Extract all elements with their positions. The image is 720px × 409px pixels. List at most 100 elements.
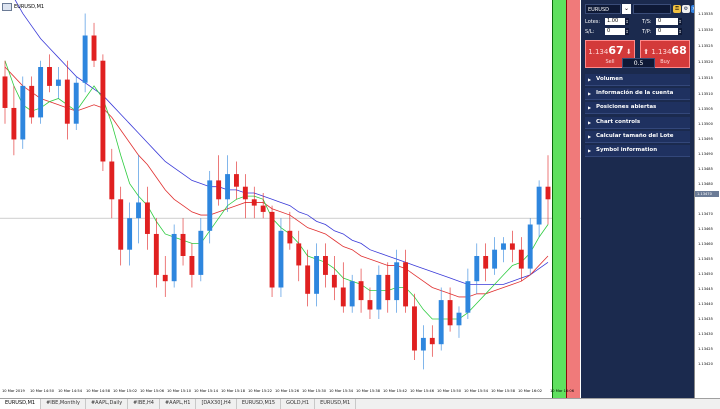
time-tick: 10 Mar 15:58 bbox=[491, 389, 515, 393]
candle bbox=[420, 325, 426, 370]
candle bbox=[349, 274, 355, 313]
time-tick: 10 Mar 15:06 bbox=[140, 389, 164, 393]
chevron-down-icon[interactable]: ⌄ bbox=[622, 4, 631, 14]
symbol-search-field[interactable] bbox=[633, 4, 671, 14]
caret-right-icon: ▶ bbox=[588, 105, 592, 110]
candle bbox=[127, 202, 133, 266]
section-chart-controls[interactable]: ▶ Chart controls bbox=[585, 117, 690, 129]
time-tick: 10 Mar 15:42 bbox=[383, 389, 407, 393]
candle-body bbox=[456, 312, 462, 326]
gear-icon[interactable]: ⚙ bbox=[682, 5, 690, 13]
candle-body bbox=[127, 218, 133, 250]
trailing-stop-stepper[interactable]: ↕ bbox=[678, 18, 682, 25]
candle bbox=[509, 230, 515, 263]
candle-body bbox=[447, 300, 453, 326]
tab-ibe-monthly[interactable]: #IBE,Monthly bbox=[41, 399, 86, 409]
candle-body bbox=[82, 35, 88, 83]
candle-body bbox=[269, 211, 275, 288]
tab-eurusd-m1[interactable]: EURUSD,M1 bbox=[0, 399, 42, 409]
candle-body bbox=[287, 230, 293, 244]
section-account-info[interactable]: ▶ Información de la cuenta bbox=[585, 88, 690, 100]
candle bbox=[64, 60, 70, 140]
candle-body bbox=[73, 82, 79, 124]
price-tick: 1.13460 bbox=[698, 242, 713, 246]
candle-body bbox=[64, 79, 70, 124]
symbol-select[interactable]: EURUSD bbox=[585, 4, 621, 14]
section-symbol-info[interactable]: ▶ Symbol information bbox=[585, 145, 690, 157]
candle-body bbox=[518, 249, 524, 269]
tab-dax30-h4[interactable]: [DAX30],H4 bbox=[196, 399, 237, 409]
section-volumen[interactable]: ▶ Volumen bbox=[585, 74, 690, 86]
candle-body bbox=[305, 265, 311, 294]
candle bbox=[260, 193, 266, 219]
candle bbox=[82, 13, 88, 93]
price-chart[interactable] bbox=[0, 0, 694, 398]
tab-eurusd-m1-2[interactable]: EURUSD,M1 bbox=[315, 399, 357, 409]
candle-body bbox=[11, 107, 17, 140]
candle bbox=[323, 243, 328, 288]
price-tick: 1.13495 bbox=[698, 137, 713, 141]
take-profit-input[interactable]: 0 bbox=[656, 28, 678, 35]
chart-tabs: EURUSD,M1 #IBE,Monthly #AAPL,Daily #IBE,… bbox=[0, 398, 720, 409]
candle bbox=[367, 287, 373, 319]
section-lot-calculator[interactable]: ▶ Calcular tamaño del Lote bbox=[585, 131, 690, 143]
tab-ibe-h4[interactable]: #IBE,H4 bbox=[128, 399, 160, 409]
candle-body bbox=[233, 174, 239, 187]
caret-right-icon: ▶ bbox=[588, 134, 592, 139]
price-axis[interactable]: 1.13535 1.13530 1.13525 1.13520 1.13515 … bbox=[694, 0, 720, 398]
tab-eurusd-m15[interactable]: EURUSD,M15 bbox=[237, 399, 282, 409]
candle-body bbox=[492, 249, 498, 269]
price-tick: 1.13465 bbox=[698, 227, 713, 231]
candle-body bbox=[216, 180, 222, 200]
section-open-positions[interactable]: ▶ Posiciones abiertas bbox=[585, 102, 690, 114]
take-profit-stepper[interactable]: ↕ bbox=[678, 28, 682, 35]
time-tick: 10 Mar 15:46 bbox=[410, 389, 434, 393]
candle bbox=[118, 186, 124, 266]
candle-body bbox=[367, 300, 373, 310]
candle-body bbox=[420, 337, 426, 351]
lots-input[interactable]: 1.00 bbox=[605, 18, 625, 25]
candle bbox=[20, 76, 26, 149]
candle bbox=[403, 249, 409, 313]
candle-body bbox=[349, 281, 355, 307]
tab-gold-h1[interactable]: GOLD,H1 bbox=[281, 399, 316, 409]
buy-signal-strip bbox=[552, 0, 566, 398]
candle bbox=[100, 54, 106, 171]
candle bbox=[314, 243, 320, 307]
time-tick: 10 Mar 15:38 bbox=[356, 389, 380, 393]
candle-body bbox=[198, 230, 204, 275]
candle bbox=[545, 155, 551, 225]
tab-aapl-h1[interactable]: #AAPL,H1 bbox=[160, 399, 197, 409]
candle bbox=[29, 76, 35, 124]
candle-body bbox=[296, 243, 302, 266]
trailing-stop-input[interactable]: 0 bbox=[656, 18, 678, 25]
candle-body bbox=[376, 274, 382, 310]
candle bbox=[2, 60, 8, 124]
lot-size-input[interactable]: 0.5 bbox=[622, 58, 655, 68]
time-tick: 10 Mar 15:30 bbox=[302, 389, 326, 393]
candle-body bbox=[331, 274, 337, 288]
candle bbox=[305, 249, 311, 307]
stop-loss-stepper[interactable]: ↕ bbox=[625, 28, 629, 35]
lots-row: Lotes: 1.00 ↕ T/S: 0 ↕ bbox=[585, 18, 682, 25]
time-axis[interactable]: 10 Mar 2019 10 Mar 14:50 10 Mar 14:54 10… bbox=[0, 384, 694, 398]
lock-icon[interactable]: ⚿ bbox=[673, 5, 681, 13]
candle-body bbox=[412, 306, 417, 351]
candle-body bbox=[527, 224, 533, 269]
caret-right-icon: ▶ bbox=[588, 77, 592, 82]
candle-body bbox=[438, 300, 444, 345]
lots-stepper[interactable]: ↕ bbox=[625, 18, 629, 25]
price-tick: 1.13450 bbox=[698, 272, 713, 276]
candle-body bbox=[358, 281, 364, 301]
candle bbox=[269, 205, 275, 297]
candle-body bbox=[171, 233, 177, 282]
time-tick: 10 Mar 15:02 bbox=[113, 389, 137, 393]
sell-button[interactable]: 1.13467 ⬇ Sell bbox=[585, 40, 635, 68]
time-tick: 10 Mar 15:22 bbox=[248, 389, 272, 393]
candle bbox=[180, 218, 186, 266]
time-tick: 10 Mar 15:26 bbox=[275, 389, 299, 393]
stop-loss-input[interactable]: 0 bbox=[605, 28, 625, 35]
tab-aapl-daily[interactable]: #AAPL,Daily bbox=[86, 399, 129, 409]
candle-body bbox=[394, 262, 400, 301]
candle-body bbox=[509, 243, 515, 250]
